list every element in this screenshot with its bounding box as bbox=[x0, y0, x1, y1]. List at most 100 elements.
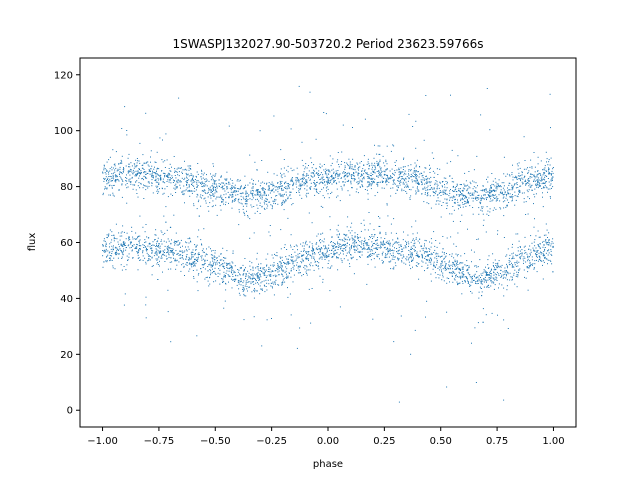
data-point bbox=[330, 179, 332, 181]
data-point bbox=[505, 175, 507, 177]
data-point bbox=[500, 189, 502, 191]
data-point bbox=[376, 175, 378, 177]
data-point bbox=[158, 265, 160, 267]
data-point bbox=[151, 174, 153, 176]
data-point bbox=[547, 263, 548, 265]
data-point bbox=[473, 186, 475, 188]
data-point bbox=[124, 293, 126, 295]
data-point bbox=[487, 181, 489, 183]
data-point bbox=[496, 271, 498, 273]
data-point bbox=[543, 261, 545, 263]
data-point bbox=[518, 190, 520, 192]
data-point bbox=[461, 214, 463, 216]
data-point bbox=[314, 194, 316, 196]
data-point bbox=[544, 167, 546, 169]
data-point bbox=[175, 186, 177, 188]
data-point bbox=[156, 252, 158, 254]
data-point bbox=[531, 174, 533, 175]
data-point bbox=[145, 177, 146, 179]
data-point bbox=[263, 188, 265, 190]
data-point bbox=[219, 273, 221, 275]
data-point bbox=[547, 188, 549, 190]
data-point bbox=[532, 247, 534, 249]
data-point bbox=[528, 265, 530, 267]
data-point bbox=[144, 239, 146, 241]
data-point bbox=[201, 259, 203, 261]
data-point bbox=[266, 182, 268, 184]
data-point bbox=[230, 186, 232, 188]
data-point bbox=[426, 187, 428, 189]
data-point bbox=[156, 245, 157, 246]
data-point bbox=[242, 208, 244, 210]
data-point bbox=[283, 247, 285, 248]
data-point bbox=[520, 246, 521, 248]
data-point bbox=[311, 243, 313, 245]
data-point bbox=[511, 276, 513, 278]
data-point bbox=[363, 173, 365, 175]
data-point bbox=[526, 189, 528, 191]
data-point bbox=[439, 269, 441, 271]
data-point bbox=[147, 187, 149, 189]
data-point bbox=[361, 173, 363, 175]
data-point bbox=[476, 239, 478, 240]
data-point bbox=[489, 278, 491, 280]
data-point bbox=[383, 173, 385, 175]
data-point bbox=[434, 265, 436, 267]
data-point bbox=[490, 198, 492, 200]
data-point bbox=[488, 287, 490, 288]
data-point bbox=[110, 180, 112, 182]
data-point bbox=[264, 191, 266, 193]
data-point bbox=[322, 183, 324, 184]
data-point bbox=[195, 189, 197, 191]
data-point bbox=[517, 175, 519, 177]
data-point bbox=[318, 193, 320, 194]
data-point bbox=[303, 250, 304, 252]
data-point bbox=[253, 316, 255, 318]
data-point bbox=[467, 201, 468, 203]
data-point bbox=[551, 178, 553, 180]
data-point bbox=[506, 254, 508, 256]
data-point bbox=[302, 274, 304, 275]
data-point bbox=[367, 181, 369, 182]
data-point bbox=[396, 242, 398, 244]
data-point bbox=[313, 188, 315, 190]
data-point bbox=[519, 178, 521, 180]
data-point bbox=[506, 199, 508, 201]
data-point bbox=[113, 240, 115, 242]
data-point bbox=[190, 241, 192, 243]
data-point bbox=[436, 181, 438, 183]
data-point bbox=[106, 234, 108, 236]
data-point bbox=[413, 243, 415, 245]
data-point bbox=[539, 257, 541, 259]
data-point bbox=[366, 189, 368, 191]
data-point bbox=[309, 263, 311, 265]
data-point bbox=[368, 184, 370, 186]
data-point bbox=[123, 241, 125, 243]
data-point bbox=[412, 245, 414, 247]
data-point bbox=[297, 272, 299, 274]
data-point bbox=[290, 314, 292, 316]
data-point bbox=[540, 177, 542, 179]
data-point bbox=[393, 266, 395, 268]
data-point bbox=[228, 275, 230, 277]
data-point bbox=[171, 248, 173, 249]
data-point bbox=[260, 263, 262, 265]
data-point bbox=[498, 266, 500, 268]
data-point bbox=[175, 183, 177, 185]
data-point bbox=[210, 197, 212, 199]
data-point bbox=[164, 249, 166, 251]
data-point bbox=[143, 198, 145, 199]
data-point bbox=[501, 182, 503, 184]
data-point bbox=[301, 184, 303, 186]
data-point bbox=[285, 181, 287, 183]
data-point bbox=[434, 266, 436, 268]
data-point bbox=[270, 183, 272, 185]
data-point bbox=[259, 194, 261, 196]
data-point bbox=[520, 180, 521, 182]
data-point bbox=[392, 256, 394, 258]
data-point bbox=[313, 269, 315, 271]
data-point bbox=[424, 192, 426, 194]
data-point bbox=[449, 254, 451, 256]
data-point bbox=[117, 257, 119, 259]
data-point bbox=[260, 197, 262, 199]
